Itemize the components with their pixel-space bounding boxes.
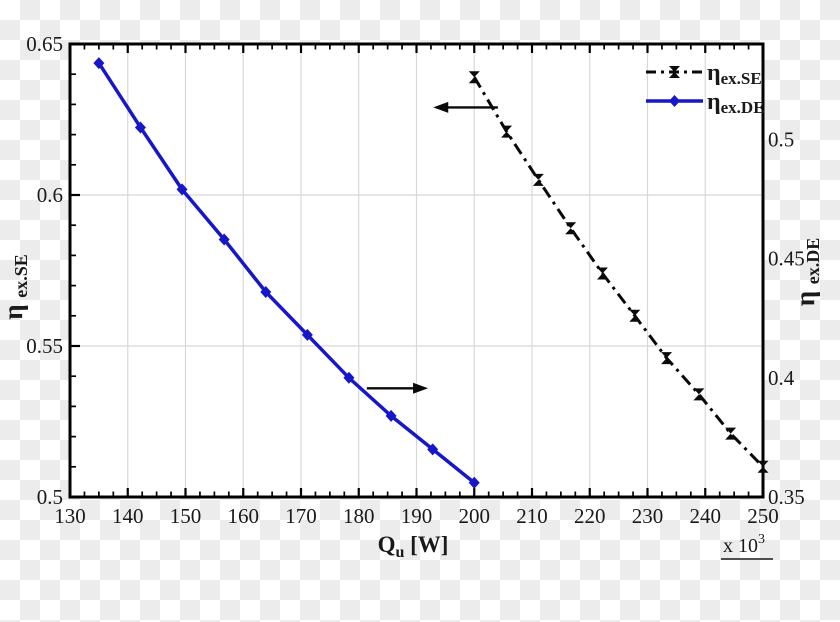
diamond-marker [669, 95, 680, 107]
bowtie-marker [468, 71, 480, 84]
right-y-tick-label: 0.4 [768, 366, 795, 390]
diamond-marker [427, 443, 439, 456]
plot-border [68, 42, 765, 499]
right-y-tick-label: 0.35 [768, 485, 805, 509]
left-y-tick-label: 0.55 [26, 334, 63, 358]
bowtie-marker [629, 309, 641, 322]
x-tick-label: 190 [401, 504, 433, 528]
bowtie-marker [596, 267, 608, 280]
diamond-marker [218, 233, 230, 246]
diamond-marker [134, 121, 146, 134]
bowtie-marker [501, 125, 513, 138]
gridlines [70, 44, 763, 497]
x-tick-label: 220 [574, 504, 606, 528]
right-y-tick-label: 0.5 [768, 127, 794, 151]
diamond-marker [176, 183, 188, 196]
bowtie-marker [669, 66, 680, 78]
bowtie-marker [565, 222, 577, 235]
x-scale-multiplier: x 103 [721, 532, 773, 560]
svg-text:x 103: x 103 [723, 532, 765, 557]
left-y-axis-title: η ex.SE [0, 254, 31, 320]
arrow-annotation-left [433, 101, 498, 113]
tick-labels: 130 140 150 160 170 180 190 200 210 220 230 240 2500… [26, 32, 805, 528]
diamond-marker [260, 285, 272, 298]
right-y-tick-label: 0.45 [768, 247, 805, 271]
right-y-axis-title: η ex.DE [790, 238, 823, 307]
arrowhead-icon [413, 382, 429, 394]
bowtie-marker [693, 388, 705, 401]
x-tick-label: 180 [343, 504, 375, 528]
left-y-tick-label: 0.6 [37, 183, 63, 207]
arrowhead-icon [433, 101, 449, 113]
x-tick-label: 210 [516, 504, 548, 528]
bowtie-marker [661, 352, 673, 365]
diamond-marker [468, 476, 480, 489]
x-tick-label: 170 [285, 504, 317, 528]
left-y-tick-label: 0.5 [37, 485, 63, 509]
x-tick-label: 200 [459, 504, 491, 528]
legend-label: ηex.SE [707, 60, 762, 88]
bowtie-marker [757, 460, 769, 473]
x-axis-title: Qu [W] [378, 532, 449, 561]
series-eta-ex-DE [93, 57, 480, 489]
bowtie-marker [532, 173, 544, 186]
x-tick-label: 150 [170, 504, 202, 528]
legend-item-eta-ex-DE: ηex.DE [646, 89, 765, 117]
x-tick-label: 140 [112, 504, 144, 528]
bowtie-marker [725, 427, 737, 440]
diamond-marker [385, 409, 397, 422]
arrow-annotation-right [366, 382, 429, 394]
left-y-tick-label: 0.65 [26, 32, 63, 56]
diamond-marker [301, 328, 313, 341]
legend-item-eta-ex-SE: ηex.SE [646, 60, 762, 88]
x-tick-label: 240 [690, 504, 722, 528]
x-tick-label: 250 [747, 504, 779, 528]
x-tick-label: 160 [228, 504, 260, 528]
x-tick-label: 230 [632, 504, 664, 528]
diamond-marker [343, 371, 355, 384]
series-line [473, 76, 765, 468]
series-line [97, 62, 476, 485]
x-tick-label: 130 [54, 504, 86, 528]
series-eta-ex-SE [468, 71, 769, 473]
legend-label: ηex.DE [707, 89, 765, 117]
diamond-marker [93, 57, 105, 70]
